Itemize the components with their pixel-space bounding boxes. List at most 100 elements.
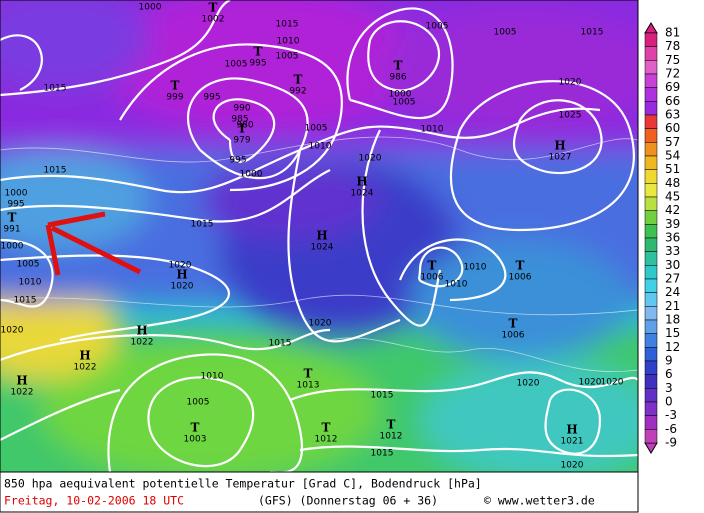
scale-swatch [644,46,658,61]
scale-arrow-top [644,22,658,34]
scale-label: 18 [665,313,680,327]
scale-label: 69 [665,80,680,94]
scale-swatch [644,292,658,307]
center-symbol: T [294,73,303,87]
scale-label: 45 [665,190,680,204]
center-pressure: 1006 [502,331,525,341]
center-symbol: T [171,79,180,93]
center-symbol: H [16,374,27,388]
isobar-label: 1020 [309,319,332,329]
center-symbol: T [509,317,518,331]
caption-title: 850 hpa aequivalent potentielle Temperat… [4,477,482,491]
scale-label: 48 [665,176,680,190]
scale-swatch [644,155,658,170]
scale-swatch [644,196,658,211]
scale-label: 9 [665,354,673,368]
center-pressure: 1022 [11,388,34,398]
center-symbol: T [322,421,331,435]
scale-label: 6 [665,367,673,381]
scale-swatch [644,251,658,266]
center-symbol: T [8,211,17,225]
scale-swatch [644,142,658,157]
scale-label: 15 [665,326,680,340]
scale-label: 81 [665,26,680,40]
isobar-label: 1020 [601,378,624,388]
center-pressure: 1002 [202,15,225,25]
scale-swatch [644,224,658,239]
isobar-label: 1025 [559,111,582,121]
center-symbol: T [238,122,247,136]
center-pressure: 992 [289,87,306,97]
scale-label: 63 [665,108,680,122]
scale-swatch [644,333,658,348]
isobar-label: 990 [233,104,250,114]
isobar-label: 1020 [1,326,24,336]
scale-label: 24 [665,285,680,299]
caption-date: Freitag, 10-02-2006 18 UTC [4,494,184,508]
red-arrow [45,211,142,276]
caption-box [0,471,639,513]
scale-label: 39 [665,217,680,231]
scale-swatch [644,32,658,47]
center-symbol: T [428,259,437,273]
center-pressure: 995 [249,59,266,69]
center-symbol: H [566,423,577,437]
isobar-label: 1015 [371,449,394,459]
isobar-label: 1000 [389,90,412,100]
caption-source: © www.wetter3.de [484,494,595,508]
scale-swatch [644,210,658,225]
scale-label: 33 [665,244,680,258]
center-symbol: T [387,418,396,432]
scale-swatch [644,128,658,143]
center-pressure: 1006 [509,273,532,283]
center-pressure: 1021 [561,437,584,447]
isobar-label: 1000 [139,3,162,13]
scale-swatch [644,183,658,198]
center-pressure: 1013 [297,381,320,391]
isobar-label: 1020 [169,261,192,271]
scale-label: 36 [665,231,680,245]
isobar-label: 1005 [393,98,416,108]
scale-label: 27 [665,272,680,286]
scale-swatch [644,429,658,444]
center-symbol: T [209,1,218,15]
scale-label: 51 [665,162,680,176]
isobar-label: 1000 [1,242,24,252]
color-scale: 8178757269666360575451484542393633302724… [644,22,680,454]
isobar-label: 1015 [44,166,67,176]
isobar-label: 985 [231,115,248,125]
isobar-label: 1020 [517,379,540,389]
isobar-label: 1015 [276,20,299,30]
center-pressure: 1006 [421,273,444,283]
scale-swatch [644,374,658,389]
scale-label: 57 [665,135,680,149]
scale-swatch [644,73,658,88]
center-symbol: T [254,45,263,59]
center-pressure: 1022 [74,363,97,373]
center-symbol: H [554,139,565,153]
center-pressure: 991 [3,225,20,235]
scale-label: 54 [665,149,680,163]
map-background [0,0,638,472]
isobar-label: 995 [203,93,220,103]
scale-swatch [644,87,658,102]
isobar-label: 1010 [445,280,468,290]
isobar-label: 1015 [581,28,604,38]
scale-swatch [644,169,658,184]
isobar-label: 1020 [559,78,582,88]
isobar-label: 1015 [269,339,292,349]
pressure-centers: T1002T995T999T992T986T979H1024H1024H1027… [3,1,583,447]
center-symbol: T [394,59,403,73]
isobar-labels: 1000 1015 1010 1005 1005 1005 1015 1020 1025 1015… [1,3,624,471]
isobar-label: 1005 [426,22,449,32]
center-symbol: H [136,324,147,338]
scale-swatch [644,347,658,362]
scale-swatch [644,60,658,75]
scale-swatch [644,388,658,403]
isobar-label: 1005 [494,28,517,38]
isobar-label: 1010 [201,372,224,382]
scale-swatch [644,237,658,252]
scale-label: 0 [665,395,673,409]
